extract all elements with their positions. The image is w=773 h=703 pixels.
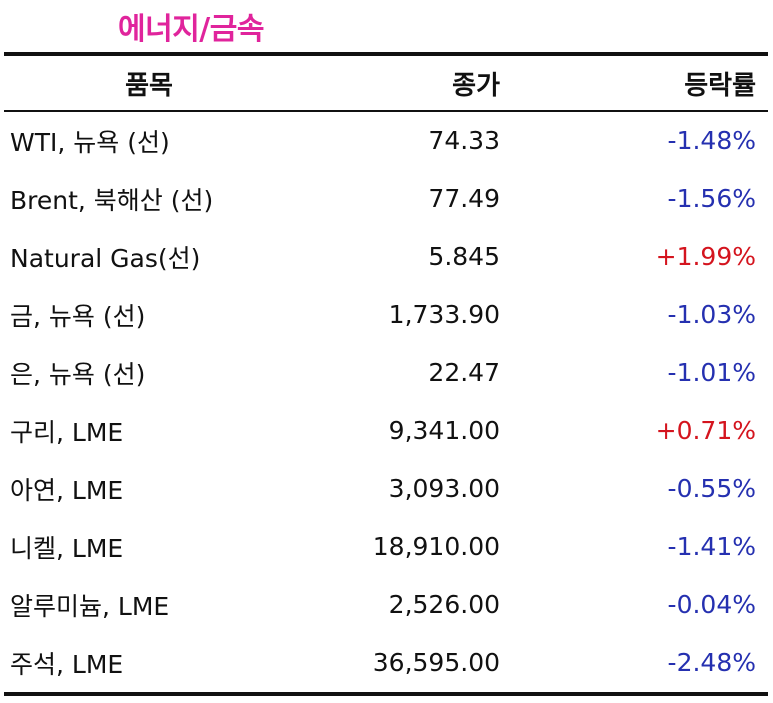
- row-name: 은, 뉴욕 (선): [10, 359, 146, 389]
- table-row: Natural Gas(선) 5.845 +1.99%: [4, 228, 768, 286]
- header-price: 종가: [452, 70, 500, 101]
- row-change: -1.56%: [667, 184, 756, 213]
- row-name: 구리, LME: [10, 417, 124, 447]
- row-change: -1.48%: [667, 126, 756, 155]
- row-change: -1.01%: [667, 358, 756, 387]
- table-body: WTI, 뉴욕 (선) 74.33 -1.48% Brent, 북해산 (선) 77.4…: [4, 112, 768, 692]
- row-change: +1.99%: [655, 242, 756, 271]
- header-name: 품목: [125, 70, 173, 101]
- row-change: -1.41%: [667, 532, 756, 561]
- row-name: 금, 뉴욕 (선): [10, 301, 146, 331]
- row-price: 77.49: [428, 184, 500, 213]
- table-bottom-rule: [4, 691, 768, 696]
- header-change: 등락률: [684, 70, 756, 101]
- row-price: 18,910.00: [372, 532, 500, 561]
- table-row: Brent, 북해산 (선) 77.49 -1.56%: [4, 170, 768, 228]
- row-change: -0.55%: [667, 474, 756, 503]
- commodity-table: 품목 종가 등락률 WTI, 뉴욕 (선) 74.33 -1.48% Brent, 북…: [4, 52, 768, 696]
- table-row: 은, 뉴욕 (선) 22.47 -1.01%: [4, 344, 768, 402]
- table-row: 알루미늄, LME 2,526.00 -0.04%: [4, 576, 768, 634]
- header-rule: [4, 110, 768, 112]
- row-change: -0.04%: [667, 590, 756, 619]
- row-price: 74.33: [428, 126, 500, 155]
- row-price: 36,595.00: [372, 648, 500, 677]
- table-row: 니켈, LME 18,910.00 -1.41%: [4, 518, 768, 576]
- row-name: 주석, LME: [10, 649, 124, 679]
- page-title: 에너지/금속: [118, 12, 264, 47]
- row-name: 니켈, LME: [10, 533, 124, 563]
- row-price: 22.47: [428, 358, 500, 387]
- row-price: 1,733.90: [388, 300, 500, 329]
- row-price: 5.845: [428, 242, 500, 271]
- row-change: -2.48%: [667, 648, 756, 677]
- table-row: 구리, LME 9,341.00 +0.71%: [4, 402, 768, 460]
- row-price: 9,341.00: [388, 416, 500, 445]
- row-price: 2,526.00: [388, 590, 500, 619]
- row-name: Natural Gas(선): [10, 243, 201, 273]
- table-row: 금, 뉴욕 (선) 1,733.90 -1.03%: [4, 286, 768, 344]
- row-name: WTI, 뉴욕 (선): [10, 127, 170, 157]
- row-change: -1.03%: [667, 300, 756, 329]
- table-row: 주석, LME 36,595.00 -2.48%: [4, 634, 768, 692]
- row-price: 3,093.00: [388, 474, 500, 503]
- table-row: WTI, 뉴욕 (선) 74.33 -1.48%: [4, 112, 768, 170]
- row-name: Brent, 북해산 (선): [10, 185, 214, 215]
- table-header-row: 품목 종가 등락률: [4, 56, 768, 110]
- table-row: 아연, LME 3,093.00 -0.55%: [4, 460, 768, 518]
- table-top-rule: [4, 52, 768, 56]
- row-change: +0.71%: [655, 416, 756, 445]
- row-name: 알루미늄, LME: [10, 591, 170, 621]
- row-name: 아연, LME: [10, 475, 124, 505]
